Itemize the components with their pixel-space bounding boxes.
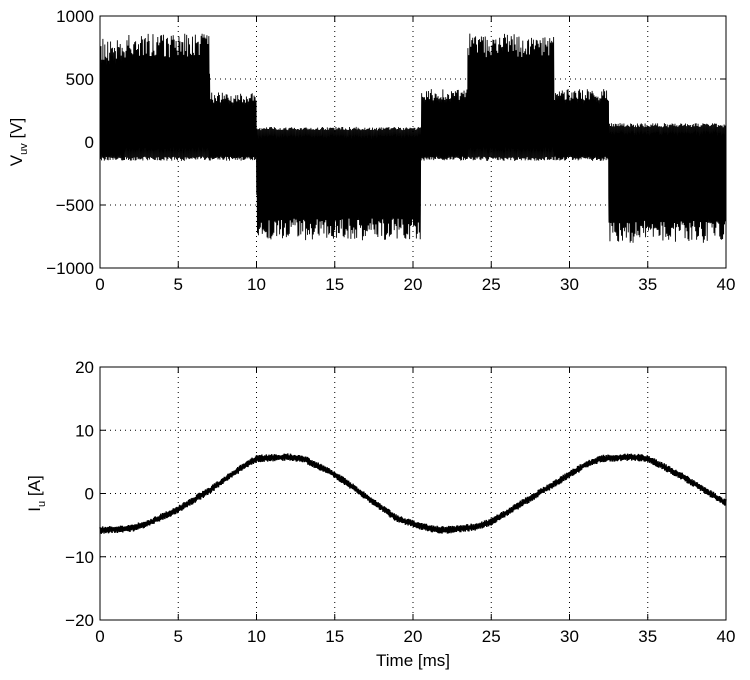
y-axis-label: Iu [A] — [25, 475, 48, 511]
x-tick-label: 30 — [560, 275, 579, 294]
y-tick-label: −20 — [65, 611, 94, 630]
x-tick-label: 25 — [482, 627, 501, 646]
y-tick-label: 500 — [66, 70, 94, 89]
y-axis-label-main: I — [25, 507, 44, 512]
y-tick-label: −10 — [65, 548, 94, 567]
y-axis-label-sub: u — [36, 501, 48, 507]
y-tick-label: 0 — [85, 485, 94, 504]
x-tick-label: 10 — [247, 627, 266, 646]
x-tick-label: 5 — [174, 275, 183, 294]
x-tick-label: 35 — [638, 627, 657, 646]
x-tick-label: 10 — [247, 275, 266, 294]
y-tick-label: 0 — [85, 133, 94, 152]
x-tick-label: 40 — [717, 275, 736, 294]
x-tick-label: 20 — [404, 275, 423, 294]
y-tick-label: 1000 — [56, 7, 94, 26]
voltage-series-line — [100, 33, 726, 243]
x-tick-label: 30 — [560, 627, 579, 646]
x-tick-label: 5 — [174, 627, 183, 646]
x-tick-label: 15 — [325, 275, 344, 294]
x-tick-label: 0 — [95, 275, 104, 294]
y-tick-label: −500 — [56, 196, 94, 215]
x-tick-label: 35 — [638, 275, 657, 294]
x-tick-label: 40 — [717, 627, 736, 646]
plot-frame — [99, 15, 727, 269]
current-plot: 0 5 10 15 20 25 30 35 40 −20 −10 0 10 20 Iu [A] Time [m… — [25, 358, 735, 670]
y-tick-label: 10 — [75, 421, 94, 440]
voltage-plot: 0 5 10 15 20 25 30 35 40 −1000 −500 0 500 1000 Vuv [V] — [7, 7, 735, 294]
x-axis-label: Time [ms] — [376, 651, 450, 670]
y-axis-label: Vuv [V] — [7, 118, 30, 166]
y-axis-label-unit: [V] — [7, 118, 26, 144]
x-tick-label: 0 — [95, 627, 104, 646]
plot-frame — [99, 366, 727, 621]
y-tick-label: −1000 — [46, 259, 94, 278]
y-tick-label: 20 — [75, 358, 94, 377]
y-axis-label-unit: [A] — [25, 475, 44, 501]
x-tick-label: 20 — [404, 627, 423, 646]
y-axis-label-main: V — [7, 154, 26, 166]
current-series-line — [99, 453, 727, 534]
x-tick-label: 25 — [482, 275, 501, 294]
x-tick-label: 15 — [325, 627, 344, 646]
y-axis-label-sub: uv — [18, 143, 30, 155]
